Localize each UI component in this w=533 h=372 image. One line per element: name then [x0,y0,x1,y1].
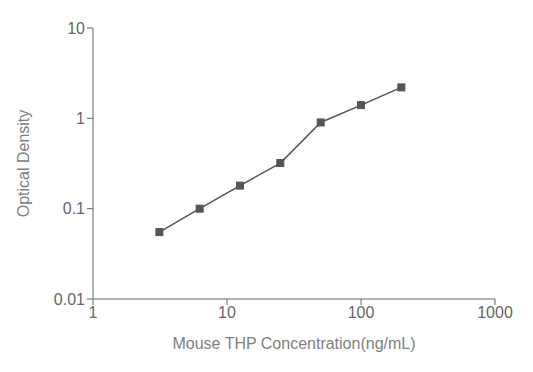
svg-text:10: 10 [67,20,85,37]
svg-text:1: 1 [76,110,85,127]
svg-text:100: 100 [348,304,375,321]
svg-text:1: 1 [89,304,98,321]
svg-text:Mouse THP Concentration(ng/mL): Mouse THP Concentration(ng/mL) [172,335,415,352]
svg-text:Optical Density: Optical Density [15,110,32,218]
svg-text:1000: 1000 [477,304,513,321]
svg-text:10: 10 [218,304,236,321]
svg-text:0.01: 0.01 [54,291,85,308]
svg-text:0.1: 0.1 [63,200,85,217]
